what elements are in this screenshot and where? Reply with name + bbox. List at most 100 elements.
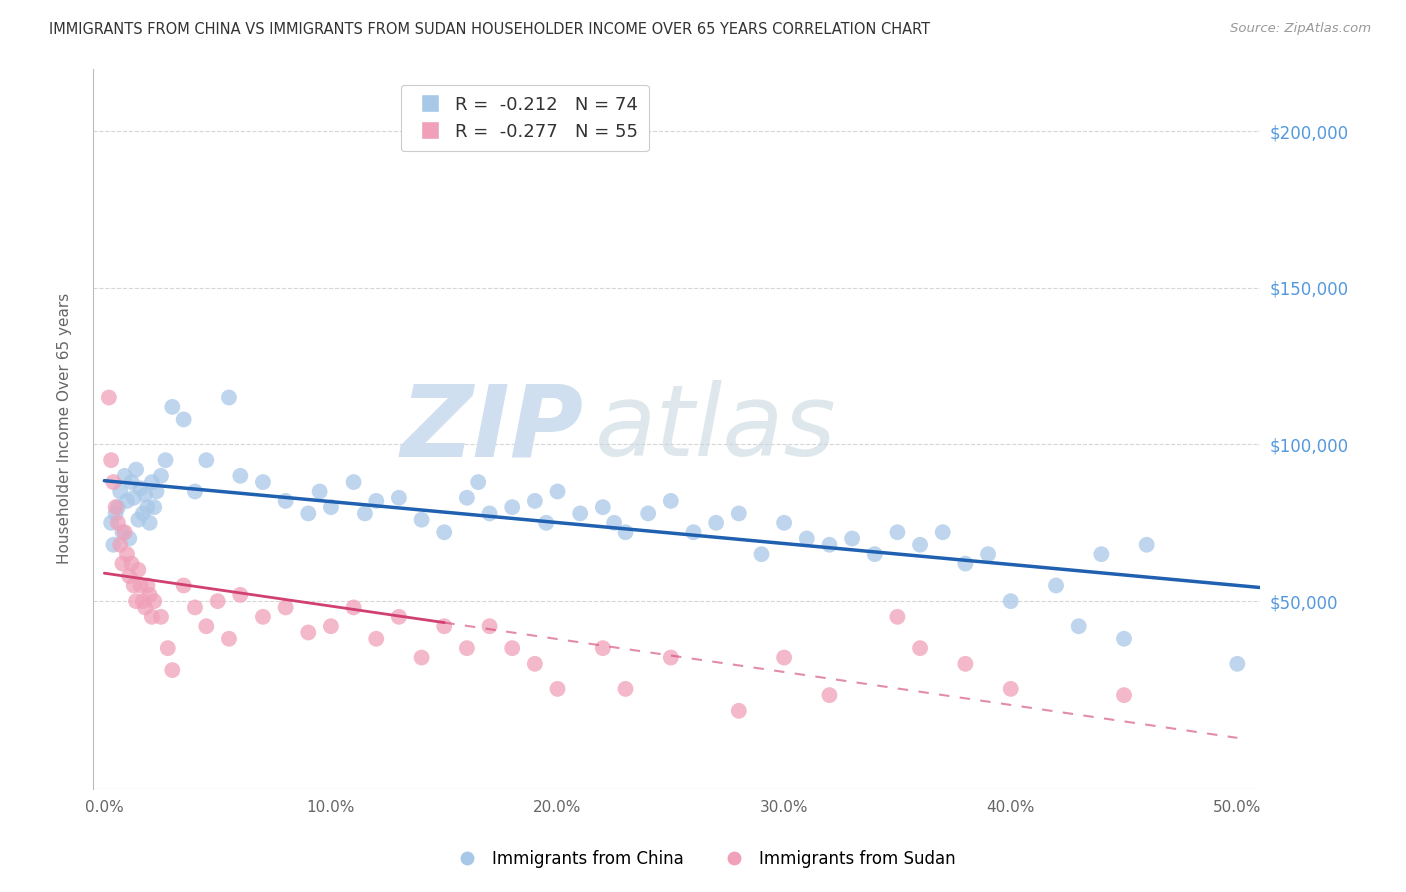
Point — [129, 481, 152, 495]
Point — [150, 610, 173, 624]
Point — [132, 507, 155, 521]
Point — [252, 475, 274, 489]
Point — [1000, 594, 1022, 608]
Point — [207, 594, 229, 608]
Point — [156, 641, 179, 656]
Point — [863, 547, 886, 561]
Point — [127, 563, 149, 577]
Point — [218, 632, 240, 646]
Point — [125, 594, 148, 608]
Point — [134, 488, 156, 502]
Point — [411, 513, 433, 527]
Point — [818, 538, 841, 552]
Legend: R =  -0.212   N = 74, R =  -0.277   N = 55: R = -0.212 N = 74, R = -0.277 N = 55 — [401, 85, 648, 152]
Point — [104, 507, 127, 521]
Point — [478, 619, 501, 633]
Point — [127, 513, 149, 527]
Point — [132, 594, 155, 608]
Point — [727, 507, 749, 521]
Point — [456, 641, 478, 656]
Point — [977, 547, 1000, 561]
Point — [908, 538, 931, 552]
Point — [841, 532, 863, 546]
Point — [614, 525, 637, 540]
Point — [136, 500, 159, 515]
Point — [100, 453, 122, 467]
Point — [97, 391, 120, 405]
Point — [252, 610, 274, 624]
Point — [818, 688, 841, 702]
Point — [467, 475, 489, 489]
Y-axis label: Householder Income Over 65 years: Householder Income Over 65 years — [58, 293, 72, 565]
Point — [100, 516, 122, 530]
Point — [145, 484, 167, 499]
Point — [908, 641, 931, 656]
Point — [103, 475, 125, 489]
Point — [388, 491, 411, 505]
Point — [433, 619, 456, 633]
Point — [107, 516, 129, 530]
Point — [118, 532, 141, 546]
Point — [121, 557, 143, 571]
Point — [129, 578, 152, 592]
Point — [534, 516, 557, 530]
Point — [659, 650, 682, 665]
Point — [682, 525, 704, 540]
Point — [274, 494, 297, 508]
Point — [501, 500, 523, 515]
Point — [886, 525, 908, 540]
Point — [659, 494, 682, 508]
Point — [569, 507, 592, 521]
Point — [1090, 547, 1112, 561]
Point — [134, 600, 156, 615]
Point — [308, 484, 330, 499]
Point — [184, 600, 207, 615]
Point — [173, 578, 195, 592]
Point — [297, 507, 319, 521]
Point — [141, 475, 163, 489]
Point — [1226, 657, 1249, 671]
Point — [274, 600, 297, 615]
Point — [111, 557, 134, 571]
Point — [108, 484, 131, 499]
Point — [955, 557, 977, 571]
Point — [229, 588, 252, 602]
Point — [523, 657, 546, 671]
Point — [115, 547, 138, 561]
Point — [547, 681, 569, 696]
Point — [366, 494, 388, 508]
Point — [1112, 688, 1135, 702]
Point — [592, 641, 614, 656]
Point — [592, 500, 614, 515]
Point — [122, 578, 145, 592]
Point — [342, 475, 364, 489]
Point — [122, 491, 145, 505]
Point — [614, 681, 637, 696]
Point — [955, 657, 977, 671]
Point — [173, 412, 195, 426]
Point — [796, 532, 818, 546]
Point — [125, 462, 148, 476]
Point — [184, 484, 207, 499]
Point — [319, 500, 342, 515]
Point — [366, 632, 388, 646]
Point — [1000, 681, 1022, 696]
Point — [1045, 578, 1067, 592]
Point — [104, 500, 127, 515]
Point — [136, 578, 159, 592]
Point — [138, 516, 160, 530]
Point — [195, 453, 218, 467]
Point — [1067, 619, 1090, 633]
Text: IMMIGRANTS FROM CHINA VS IMMIGRANTS FROM SUDAN HOUSEHOLDER INCOME OVER 65 YEARS : IMMIGRANTS FROM CHINA VS IMMIGRANTS FROM… — [49, 22, 931, 37]
Point — [155, 453, 177, 467]
Point — [411, 650, 433, 665]
Point — [162, 400, 184, 414]
Point — [727, 704, 749, 718]
Point — [218, 391, 240, 405]
Point — [111, 525, 134, 540]
Text: ZIP: ZIP — [401, 380, 583, 477]
Point — [115, 494, 138, 508]
Point — [103, 538, 125, 552]
Point — [886, 610, 908, 624]
Point — [297, 625, 319, 640]
